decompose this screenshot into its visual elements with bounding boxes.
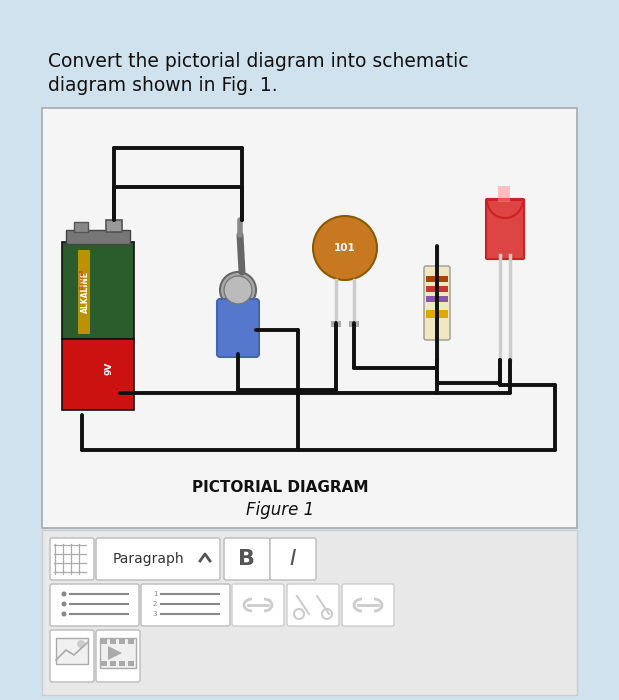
FancyBboxPatch shape — [141, 584, 230, 626]
FancyBboxPatch shape — [42, 530, 577, 695]
Bar — [331, 321, 341, 327]
Text: PICTORIAL DIAGRAM: PICTORIAL DIAGRAM — [192, 480, 368, 496]
FancyBboxPatch shape — [342, 584, 394, 626]
FancyBboxPatch shape — [232, 584, 284, 626]
Circle shape — [61, 612, 66, 617]
Circle shape — [61, 592, 66, 596]
Bar — [66, 230, 130, 244]
Text: 3: 3 — [153, 611, 157, 617]
FancyBboxPatch shape — [42, 108, 577, 528]
FancyBboxPatch shape — [50, 630, 94, 682]
Bar — [62, 242, 134, 340]
Text: Convert the pictorial diagram into schematic: Convert the pictorial diagram into schem… — [48, 52, 469, 71]
FancyBboxPatch shape — [424, 266, 450, 340]
Bar — [426, 296, 448, 302]
FancyBboxPatch shape — [50, 538, 94, 580]
Bar — [78, 251, 90, 335]
Wedge shape — [487, 200, 523, 218]
FancyBboxPatch shape — [217, 299, 259, 357]
Polygon shape — [108, 646, 122, 660]
Circle shape — [77, 640, 85, 648]
Text: 101: 101 — [334, 243, 356, 253]
Text: 2: 2 — [153, 601, 157, 607]
Bar — [74, 222, 88, 232]
Text: ALKALINE: ALKALINE — [80, 272, 90, 314]
Bar — [119, 661, 125, 666]
Bar — [349, 321, 359, 327]
FancyBboxPatch shape — [96, 630, 140, 682]
Text: I: I — [290, 549, 297, 569]
Text: Duracell: Duracell — [80, 269, 85, 289]
FancyBboxPatch shape — [224, 538, 270, 580]
FancyBboxPatch shape — [96, 538, 220, 580]
FancyBboxPatch shape — [486, 199, 524, 259]
Bar — [426, 286, 448, 292]
Bar — [110, 639, 116, 644]
Circle shape — [224, 276, 252, 304]
Bar — [62, 340, 134, 410]
Text: B: B — [238, 549, 256, 569]
FancyBboxPatch shape — [270, 538, 316, 580]
Bar — [110, 661, 116, 666]
Bar — [119, 639, 125, 644]
Bar — [426, 310, 448, 318]
Bar — [100, 638, 136, 668]
Text: 9V: 9V — [104, 361, 113, 374]
Circle shape — [220, 272, 256, 308]
Bar — [128, 639, 134, 644]
Bar — [101, 661, 107, 666]
FancyBboxPatch shape — [287, 584, 339, 626]
Bar — [426, 276, 448, 282]
Text: Paragraph: Paragraph — [112, 552, 184, 566]
Bar — [101, 639, 107, 644]
Text: 1: 1 — [153, 591, 157, 597]
Text: Figure 1: Figure 1 — [246, 501, 314, 519]
Circle shape — [61, 601, 66, 606]
Bar — [128, 661, 134, 666]
Bar — [106, 220, 122, 232]
FancyBboxPatch shape — [50, 584, 139, 626]
Text: diagram shown in Fig. 1.: diagram shown in Fig. 1. — [48, 76, 278, 95]
FancyBboxPatch shape — [498, 186, 510, 202]
Circle shape — [313, 216, 377, 280]
Bar — [56, 638, 88, 664]
